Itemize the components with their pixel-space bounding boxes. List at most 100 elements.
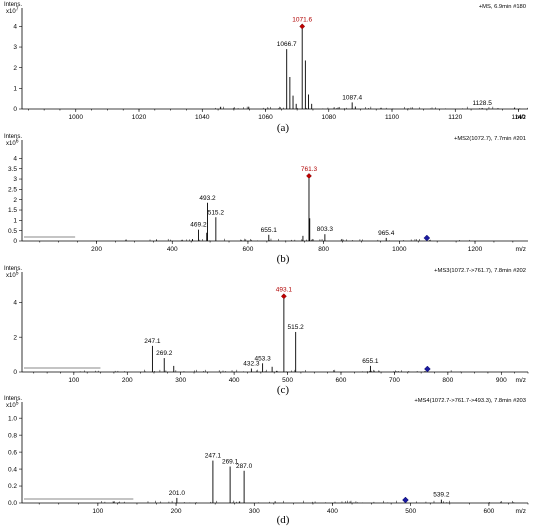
peak-label: 201.0: [169, 490, 186, 497]
peak-label: 287.0: [236, 463, 253, 470]
peak-label: 247.1: [144, 338, 161, 345]
panel-caption: (c): [277, 384, 290, 396]
x-axis-unit: m/z: [516, 246, 526, 253]
y-tick-label: 0.2: [8, 483, 17, 490]
x-tick-label: 1100: [385, 114, 399, 121]
peak-label: 761.3: [301, 166, 318, 173]
precursor-marker: [424, 365, 431, 373]
x-tick-label: 300: [175, 377, 186, 384]
x-tick-label: 700: [389, 377, 400, 384]
peak-label: 269.1: [222, 459, 239, 466]
y-tick-label: 2: [13, 65, 17, 72]
peak-label: 469.2: [190, 222, 207, 229]
spectrum-header: +MS4(1072.7->761.7->493.3), 7.8min #203: [414, 398, 526, 404]
peak-label: 803.3: [317, 226, 334, 233]
x-tick-label: 200: [122, 377, 133, 384]
x-tick-label: 500: [282, 377, 293, 384]
y-axis-label: Intens.: [4, 396, 22, 402]
y-tick-label: 1: [13, 86, 17, 93]
x-tick-label: 200: [91, 246, 102, 253]
peak-label: 515.2: [208, 209, 225, 216]
spectrum-header: +MS2(1072.7), 7.7min #201: [454, 136, 526, 142]
y-tick-label: 0: [13, 238, 17, 245]
x-tick-label: 300: [249, 508, 260, 515]
spectrum-panel-c: Intens.x105 +MS3(1072.7->761.7), 7.8min #…: [4, 266, 529, 396]
x-tick-label: 200: [171, 508, 182, 515]
x-tick-label: 1020: [132, 114, 147, 121]
x-tick-label: 1200: [468, 246, 483, 253]
y-tick-label: 3.5: [8, 166, 17, 173]
x-tick-label: 1000: [69, 114, 84, 121]
y-axis-exponent: x107: [6, 7, 19, 16]
y-axis-label: Intens.: [4, 266, 22, 272]
panel-caption: (d): [277, 514, 290, 526]
y-tick-label: 3: [13, 44, 17, 51]
y-tick-label: 0: [13, 369, 17, 376]
spectrum-panel-b: Intens.x106 +MS2(1072.7), 7.7min #201 0 0.5…: [4, 134, 528, 265]
y-axis-label: Intens.: [4, 134, 22, 140]
y-tick-label: 0.8: [8, 432, 17, 439]
y-tick-label: 0.6: [8, 449, 17, 456]
x-tick-label: 1040: [195, 114, 210, 121]
spectrum-panel-d: Intens.x105 +MS4(1072.7->761.7->493.3), 7…: [4, 396, 529, 526]
x-axis-unit: m/z: [516, 377, 526, 384]
x-tick-label: 900: [496, 377, 507, 384]
peak-label: 1066.7: [277, 41, 297, 48]
y-axis-label: Intens.: [4, 2, 22, 8]
y-tick-label: 1.5: [8, 207, 17, 214]
x-tick-label: 100: [68, 377, 79, 384]
peak-label: 655.1: [362, 358, 379, 365]
precursor-marker: [402, 496, 409, 504]
y-tick-label: 0.5: [8, 228, 17, 235]
panel-caption: (a): [277, 122, 290, 134]
x-tick-label: 1120: [448, 114, 462, 121]
x-tick-label: 800: [442, 377, 453, 384]
y-tick-label: 0.4: [8, 466, 17, 473]
x-tick-label: 400: [167, 246, 178, 253]
y-tick-label: 1.0: [8, 415, 17, 422]
precursor-marker: [423, 234, 431, 242]
peak-label: 269.2: [156, 350, 173, 357]
panel-caption: (b): [277, 253, 290, 265]
x-tick-label: 1000: [392, 246, 407, 253]
peak-label: 247.1: [205, 453, 222, 460]
y-tick-label: 2: [13, 197, 17, 204]
spectrum-header: +MS, 6.9min #180: [479, 4, 526, 10]
y-tick-label: 2: [13, 334, 17, 341]
y-axis-exponent: x105: [6, 271, 19, 280]
base-peak-marker: [299, 23, 306, 30]
y-tick-label: 1: [13, 218, 17, 225]
peak-label: 539.2: [433, 492, 450, 499]
peak-label: 493.2: [199, 195, 216, 202]
x-tick-label: 1140: [512, 114, 526, 121]
x-tick-label: 800: [318, 246, 329, 253]
x-axis-unit: m/z: [516, 508, 526, 515]
peak-label: 432.3: [243, 361, 260, 368]
spectrum-panel-a: Intens.x107 +MS, 6.9min #180 0 1 2 3 4 1000 1020…: [4, 2, 528, 134]
peak-label: 655.1: [261, 227, 278, 234]
x-axis-unit: m/z: [516, 114, 526, 121]
peak-label: 1071.6: [292, 16, 312, 23]
peak-label: 1128.5: [472, 100, 492, 107]
y-tick-label: 4: [13, 300, 17, 307]
spectrum-header: +MS3(1072.7->761.7), 7.8min #202: [434, 268, 526, 274]
base-peak-marker: [306, 173, 312, 179]
peak-label: 493.1: [276, 286, 293, 293]
x-tick-label: 500: [405, 508, 416, 515]
y-tick-label: 0.0: [8, 500, 17, 507]
y-tick-label: 2.5: [8, 187, 17, 194]
peak-label: 1087.4: [342, 94, 362, 101]
peak-label: 515.2: [288, 324, 305, 331]
base-peak-marker: [280, 293, 287, 300]
y-tick-label: 4: [13, 24, 17, 31]
y-tick-label: 3: [13, 176, 17, 183]
y-axis-exponent: x105: [6, 401, 19, 410]
x-tick-label: 1060: [258, 114, 273, 121]
y-axis-exponent: x106: [6, 139, 19, 148]
x-tick-label: 100: [92, 508, 103, 515]
x-tick-label: 1080: [322, 114, 337, 121]
y-tick-label: 0: [13, 106, 17, 113]
x-tick-label: 600: [336, 377, 347, 384]
peak-label: 453.3: [254, 355, 271, 362]
x-tick-label: 600: [243, 246, 254, 253]
